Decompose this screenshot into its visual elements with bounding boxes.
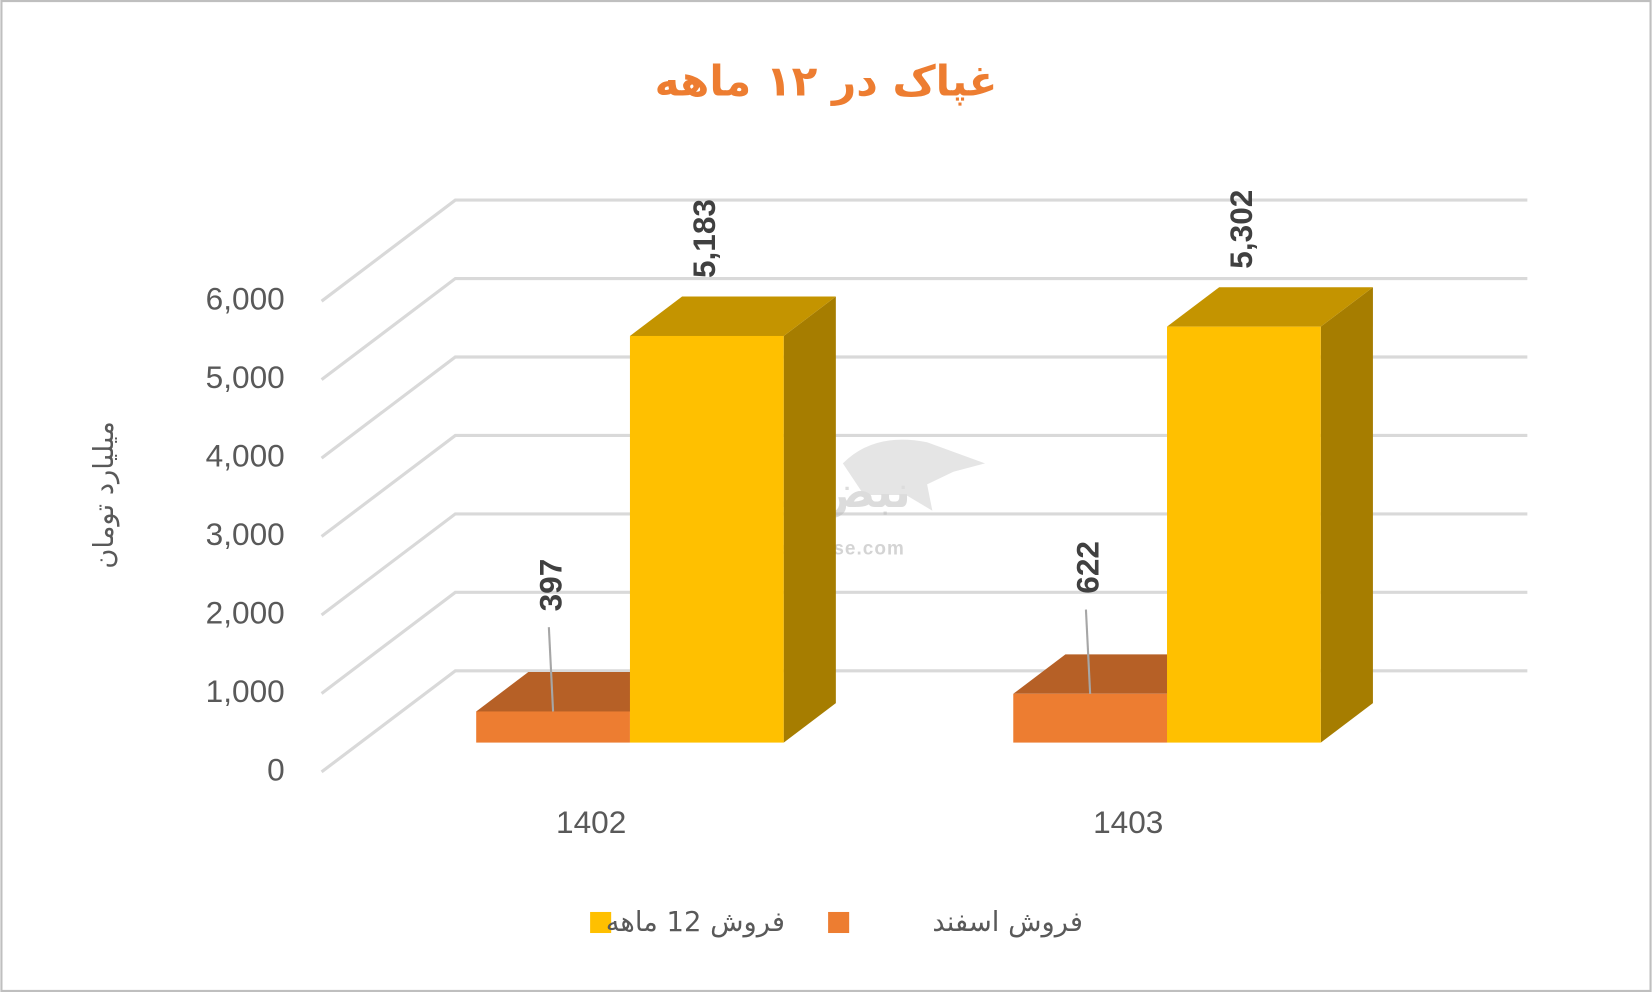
bars <box>476 287 1373 743</box>
watermark-icon <box>842 439 986 511</box>
data-label: 622 <box>1069 541 1105 594</box>
leader-line <box>1084 609 1092 694</box>
y-tick-label: 4,000 <box>206 437 285 473</box>
legend-swatch <box>828 911 850 934</box>
grid-line <box>320 198 1528 303</box>
y-tick-label: 3,000 <box>206 516 285 552</box>
y-tick-label: 1,000 <box>206 673 285 709</box>
bar-top <box>1167 287 1373 327</box>
y-tick-label: 0 <box>267 751 285 787</box>
bar-side <box>1320 287 1373 743</box>
labels: 1402 397 5,183 1403 622 5,302 فروش اسفند فروش 1… <box>532 190 1259 938</box>
data-label: 5,302 <box>1223 190 1259 269</box>
bar <box>629 335 784 743</box>
y-tick-label: 5,000 <box>206 359 285 395</box>
bar <box>476 711 630 743</box>
bar-top <box>629 296 836 336</box>
bar-side <box>783 296 836 743</box>
bar <box>1167 326 1321 743</box>
y-tick-label: 2,000 <box>206 594 285 630</box>
legend-label: فروش 12 ماهه <box>606 907 785 938</box>
grid-line <box>320 276 1528 381</box>
x-tick-label: 1403 <box>1093 804 1163 840</box>
data-label: 397 <box>532 559 568 612</box>
chart-title: غپاک در ۱۲ ماهه <box>655 57 998 107</box>
x-tick-label: 1402 <box>556 804 626 840</box>
y-tick-label: 6,000 <box>206 281 285 317</box>
bar <box>1013 693 1168 743</box>
y-axis-label: میلیارد تومان <box>89 421 120 569</box>
legend-swatch <box>590 911 612 934</box>
data-label: 5,183 <box>686 199 722 278</box>
legend-label: فروش اسفند <box>932 907 1083 938</box>
leader-line <box>547 627 555 712</box>
